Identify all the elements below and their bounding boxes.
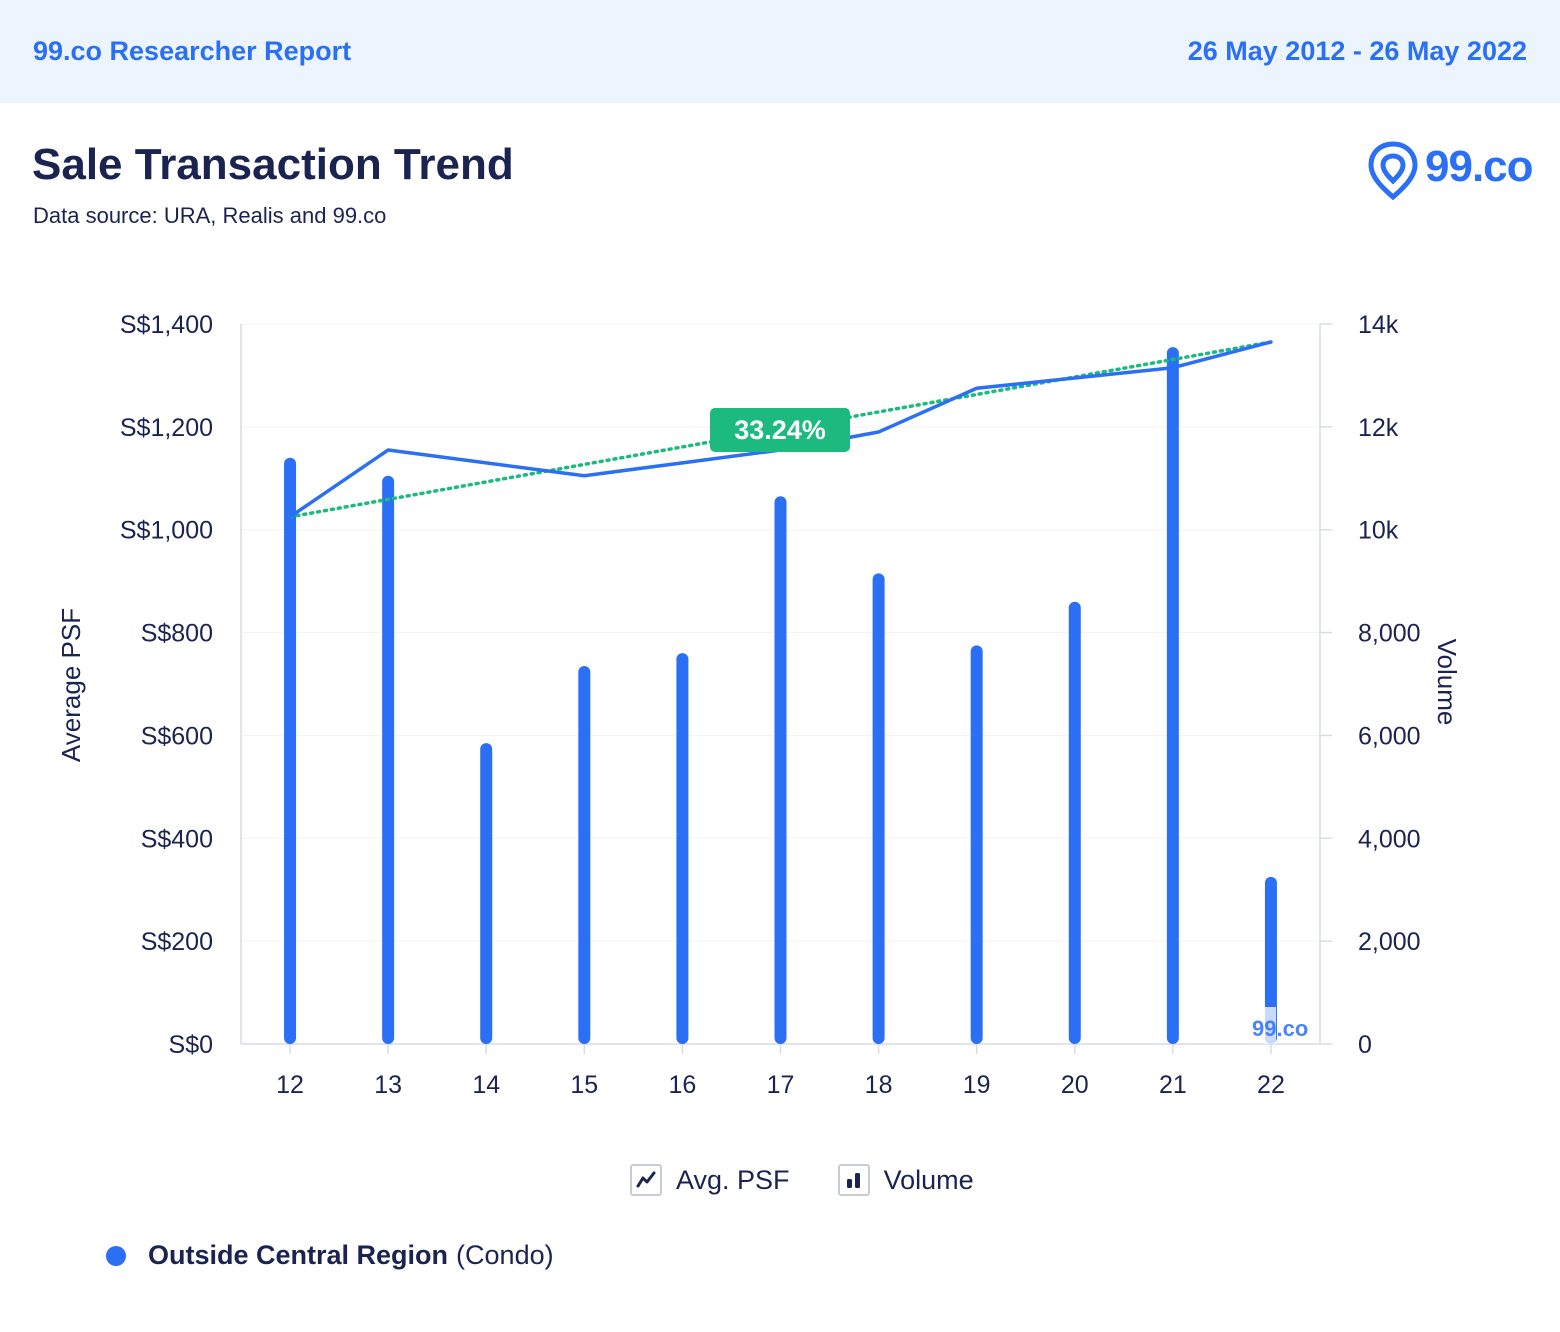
region-legend: Outside Central Region (Condo) xyxy=(106,1240,554,1271)
logo-wordmark: 99.co xyxy=(1425,142,1534,191)
report-brand: 99.co Researcher Report xyxy=(33,36,352,66)
legend-line-label[interactable]: Avg. PSF xyxy=(676,1164,790,1195)
x-tick-label: 22 xyxy=(1257,1071,1285,1099)
y-left-tick-label: S$0 xyxy=(169,1031,213,1059)
y-left-tick-label: S$600 xyxy=(141,722,213,750)
region-type: (Condo) xyxy=(456,1240,554,1270)
volume-bar xyxy=(872,573,885,1044)
region-name: Outside Central Region xyxy=(148,1240,449,1270)
y-right-tick-label: 0 xyxy=(1358,1031,1372,1059)
legend-bar-label[interactable]: Volume xyxy=(883,1164,974,1195)
y-right-tick-label: 6,000 xyxy=(1358,722,1421,750)
y-right-tick-label: 10k xyxy=(1358,517,1399,545)
y-right-tick-label: 12k xyxy=(1358,414,1399,442)
y-right-tick-label: 4,000 xyxy=(1358,825,1421,853)
report-header-bar: 99.co Researcher Report 26 May 2012 - 26… xyxy=(0,0,1560,103)
date-range: 26 May 2012 - 26 May 2022 xyxy=(1187,36,1527,66)
watermark-backdrop xyxy=(1264,1007,1276,1044)
x-tick-label: 18 xyxy=(865,1071,893,1099)
volume-bar xyxy=(1166,347,1179,1045)
y-left-tick-label: S$400 xyxy=(141,825,213,853)
location-pin-icon xyxy=(1368,141,1418,200)
x-tick-label: 14 xyxy=(472,1071,500,1099)
line-chart-icon[interactable] xyxy=(630,1164,662,1196)
volume-bar xyxy=(284,457,297,1044)
volume-bar xyxy=(676,653,689,1044)
volume-bar xyxy=(578,666,591,1044)
volume-bar xyxy=(480,743,493,1044)
sale-transaction-chart: S$0 S$200 S$400 S$600 S$800 S$1,000 S$1,200 S$1… xyxy=(56,311,1462,1099)
y-left-tick-label: S$1,200 xyxy=(120,414,213,442)
y-right-tick-label: 14k xyxy=(1358,311,1399,339)
x-tick-label: 21 xyxy=(1159,1071,1187,1099)
region-dot xyxy=(106,1245,126,1266)
y-left-tick-label: S$1,400 xyxy=(120,311,213,339)
x-tick-label: 17 xyxy=(767,1071,795,1099)
chart-title: Sale Transaction Trend xyxy=(32,140,514,189)
trend-badge-label: 33.24% xyxy=(734,415,826,445)
x-tick-label: 19 xyxy=(963,1071,991,1099)
volume-bar xyxy=(1068,601,1081,1044)
chart-legend: Avg. PSF Volume xyxy=(630,1160,974,1200)
x-tick-label: 12 xyxy=(276,1071,304,1099)
y-right-axis-title: Volume xyxy=(1432,639,1462,726)
trend-badge xyxy=(710,408,850,452)
x-tick-label: 20 xyxy=(1061,1071,1089,1099)
volume-bar xyxy=(774,496,787,1044)
y-right-tick-label: 2,000 xyxy=(1358,928,1421,956)
watermark-logo: 99.co xyxy=(1252,1016,1308,1041)
volume-bar xyxy=(970,645,983,1044)
y-left-tick-label: S$800 xyxy=(141,620,213,648)
volume-bar xyxy=(1264,876,1277,1044)
y-left-axis-title: Average PSF xyxy=(56,608,86,762)
data-source: Data source: URA, Realis and 99.co xyxy=(33,203,387,228)
y-left-tick-label: S$200 xyxy=(141,928,213,956)
bar-chart-icon[interactable] xyxy=(837,1164,870,1196)
volume-bar xyxy=(382,475,395,1044)
brand-logo: 99.co xyxy=(1365,140,1534,200)
y-left-tick-label: S$1,000 xyxy=(120,517,213,545)
x-tick-label: 15 xyxy=(570,1071,598,1099)
x-tick-label: 13 xyxy=(374,1071,402,1099)
y-right-tick-label: 8,000 xyxy=(1358,620,1421,648)
x-tick-label: 16 xyxy=(669,1071,697,1099)
